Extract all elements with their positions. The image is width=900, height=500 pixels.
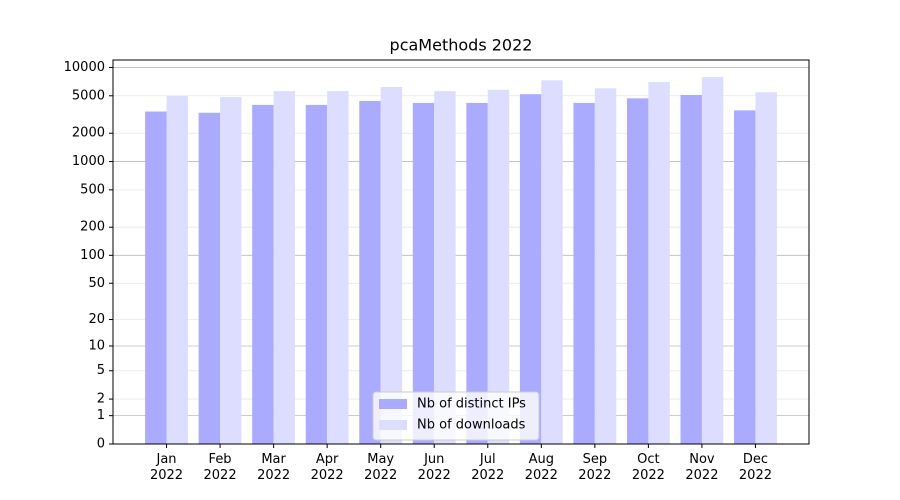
x-tick-label: Sep 2022 [578, 452, 612, 483]
x-tick-label: Jan 2022 [149, 452, 184, 483]
x-tick-label: Jul 2022 [471, 452, 505, 483]
y-tick-label: 2000 [72, 126, 105, 141]
y-tick-label: 2 [97, 392, 105, 407]
bar [519, 94, 542, 444]
y-tick-label: 0 [97, 437, 105, 452]
bar [541, 80, 563, 445]
x-tick-label: May 2022 [364, 452, 398, 483]
x-tick-label: Dec 2022 [738, 452, 772, 483]
bar [198, 112, 221, 444]
legend-box [372, 391, 540, 441]
bar [380, 86, 403, 444]
y-tick-label: 500 [80, 182, 105, 197]
y-tick-label: 200 [80, 220, 105, 235]
x-tick-label: Oct 2022 [631, 452, 665, 483]
y-tick-label: 10 [88, 338, 105, 353]
legend-label: Nb of downloads [417, 418, 526, 433]
x-tick-label: Nov 2022 [685, 452, 719, 483]
bar [648, 82, 670, 445]
y-tick-label: 1 [97, 408, 105, 423]
bar [626, 98, 649, 444]
plot-frame [112, 59, 810, 445]
legend-swatch [379, 420, 407, 430]
bar [166, 95, 188, 444]
bar [466, 102, 488, 444]
bar [359, 101, 381, 445]
chart-title: pcaMethods 2022 [390, 36, 533, 55]
bar [412, 102, 435, 444]
y-tick-label: 100 [80, 248, 105, 263]
y-tick-label: 5000 [72, 88, 105, 103]
bar [273, 91, 296, 444]
x-tick-label: Mar 2022 [257, 452, 291, 483]
x-tick-label: Apr 2022 [310, 452, 344, 483]
y-tick-label: 50 [88, 276, 105, 291]
x-tick-label: Feb 2022 [203, 452, 237, 483]
bar [680, 94, 702, 444]
x-tick-label: Jun 2022 [417, 452, 451, 483]
bar [573, 102, 595, 444]
bar [327, 91, 349, 444]
legend-swatch [379, 399, 407, 409]
bar [755, 92, 777, 444]
legend-label: Nb of distinct IPs [417, 397, 526, 412]
bar [487, 89, 510, 444]
y-tick-label: 20 [88, 312, 105, 327]
bar [594, 88, 617, 445]
bar [434, 91, 456, 444]
y-tick-label: 5 [97, 363, 105, 378]
bar [701, 77, 724, 444]
bar [145, 111, 167, 444]
y-tick-label: 10000 [64, 60, 105, 75]
bar [305, 104, 328, 444]
x-tick-label: Aug 2022 [524, 452, 558, 483]
bar [220, 97, 242, 445]
bar [734, 110, 756, 444]
y-tick-label: 1000 [72, 154, 105, 169]
bar [252, 104, 274, 444]
